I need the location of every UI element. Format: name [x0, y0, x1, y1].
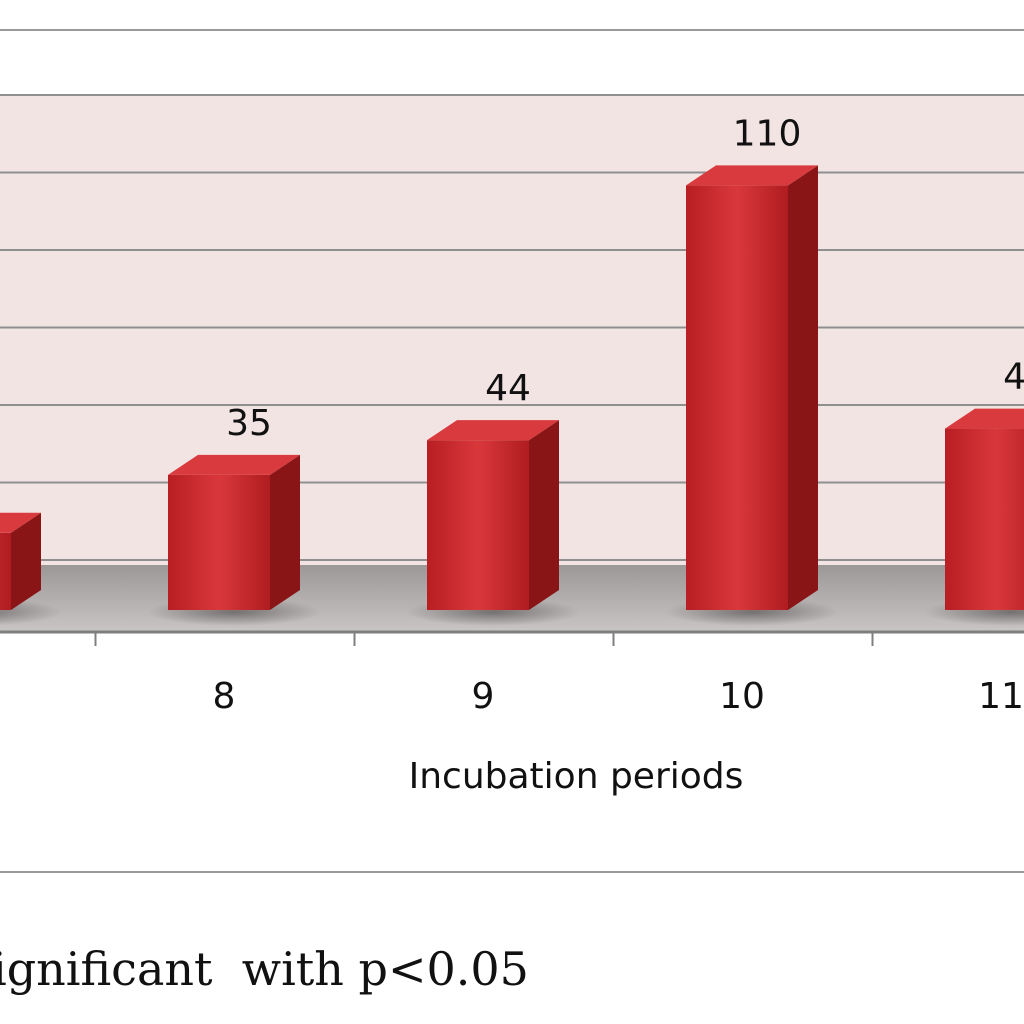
data-label: 44 — [485, 368, 531, 409]
bar-top-face — [945, 408, 1024, 429]
x-tick-label: 11 — [978, 676, 1024, 717]
x-axis-ticks — [94, 632, 874, 646]
bar-7 — [0, 512, 62, 626]
bar-9 — [406, 420, 580, 626]
x-axis-title: Incubation periods — [409, 756, 744, 797]
significance-footnote: ignificant with p<0.05 — [0, 942, 529, 996]
bar-front-face — [168, 474, 270, 610]
bar-side-face — [529, 420, 559, 610]
bar-top-face — [427, 420, 559, 441]
data-label: 47 — [1003, 357, 1024, 398]
x-tick-label: 9 — [472, 676, 495, 717]
bar-front-face — [686, 185, 788, 610]
bar-11 — [924, 408, 1024, 626]
data-label: 110 — [733, 113, 802, 154]
x-tick-label: 10 — [719, 676, 765, 717]
bar-side-face — [11, 512, 41, 610]
bar-side-face — [270, 454, 300, 610]
x-tick-labels-group: 8 9 10 11 — [213, 676, 1024, 717]
bar-top-face — [0, 512, 41, 533]
bar-10 — [665, 165, 839, 626]
chart-frame — [0, 29, 1024, 873]
bar-side-face — [788, 165, 818, 610]
bar-front-face — [945, 428, 1024, 610]
bars-group — [0, 165, 1024, 626]
bar-top-face — [168, 454, 300, 475]
data-labels-group: 35 44 110 47 — [226, 113, 1024, 444]
x-tick-label: 8 — [213, 676, 236, 717]
bar-top-face — [686, 165, 818, 186]
bar-8 — [147, 454, 321, 626]
bar-front-face — [0, 532, 11, 610]
bar-front-face — [427, 440, 529, 610]
data-label: 35 — [226, 403, 272, 444]
